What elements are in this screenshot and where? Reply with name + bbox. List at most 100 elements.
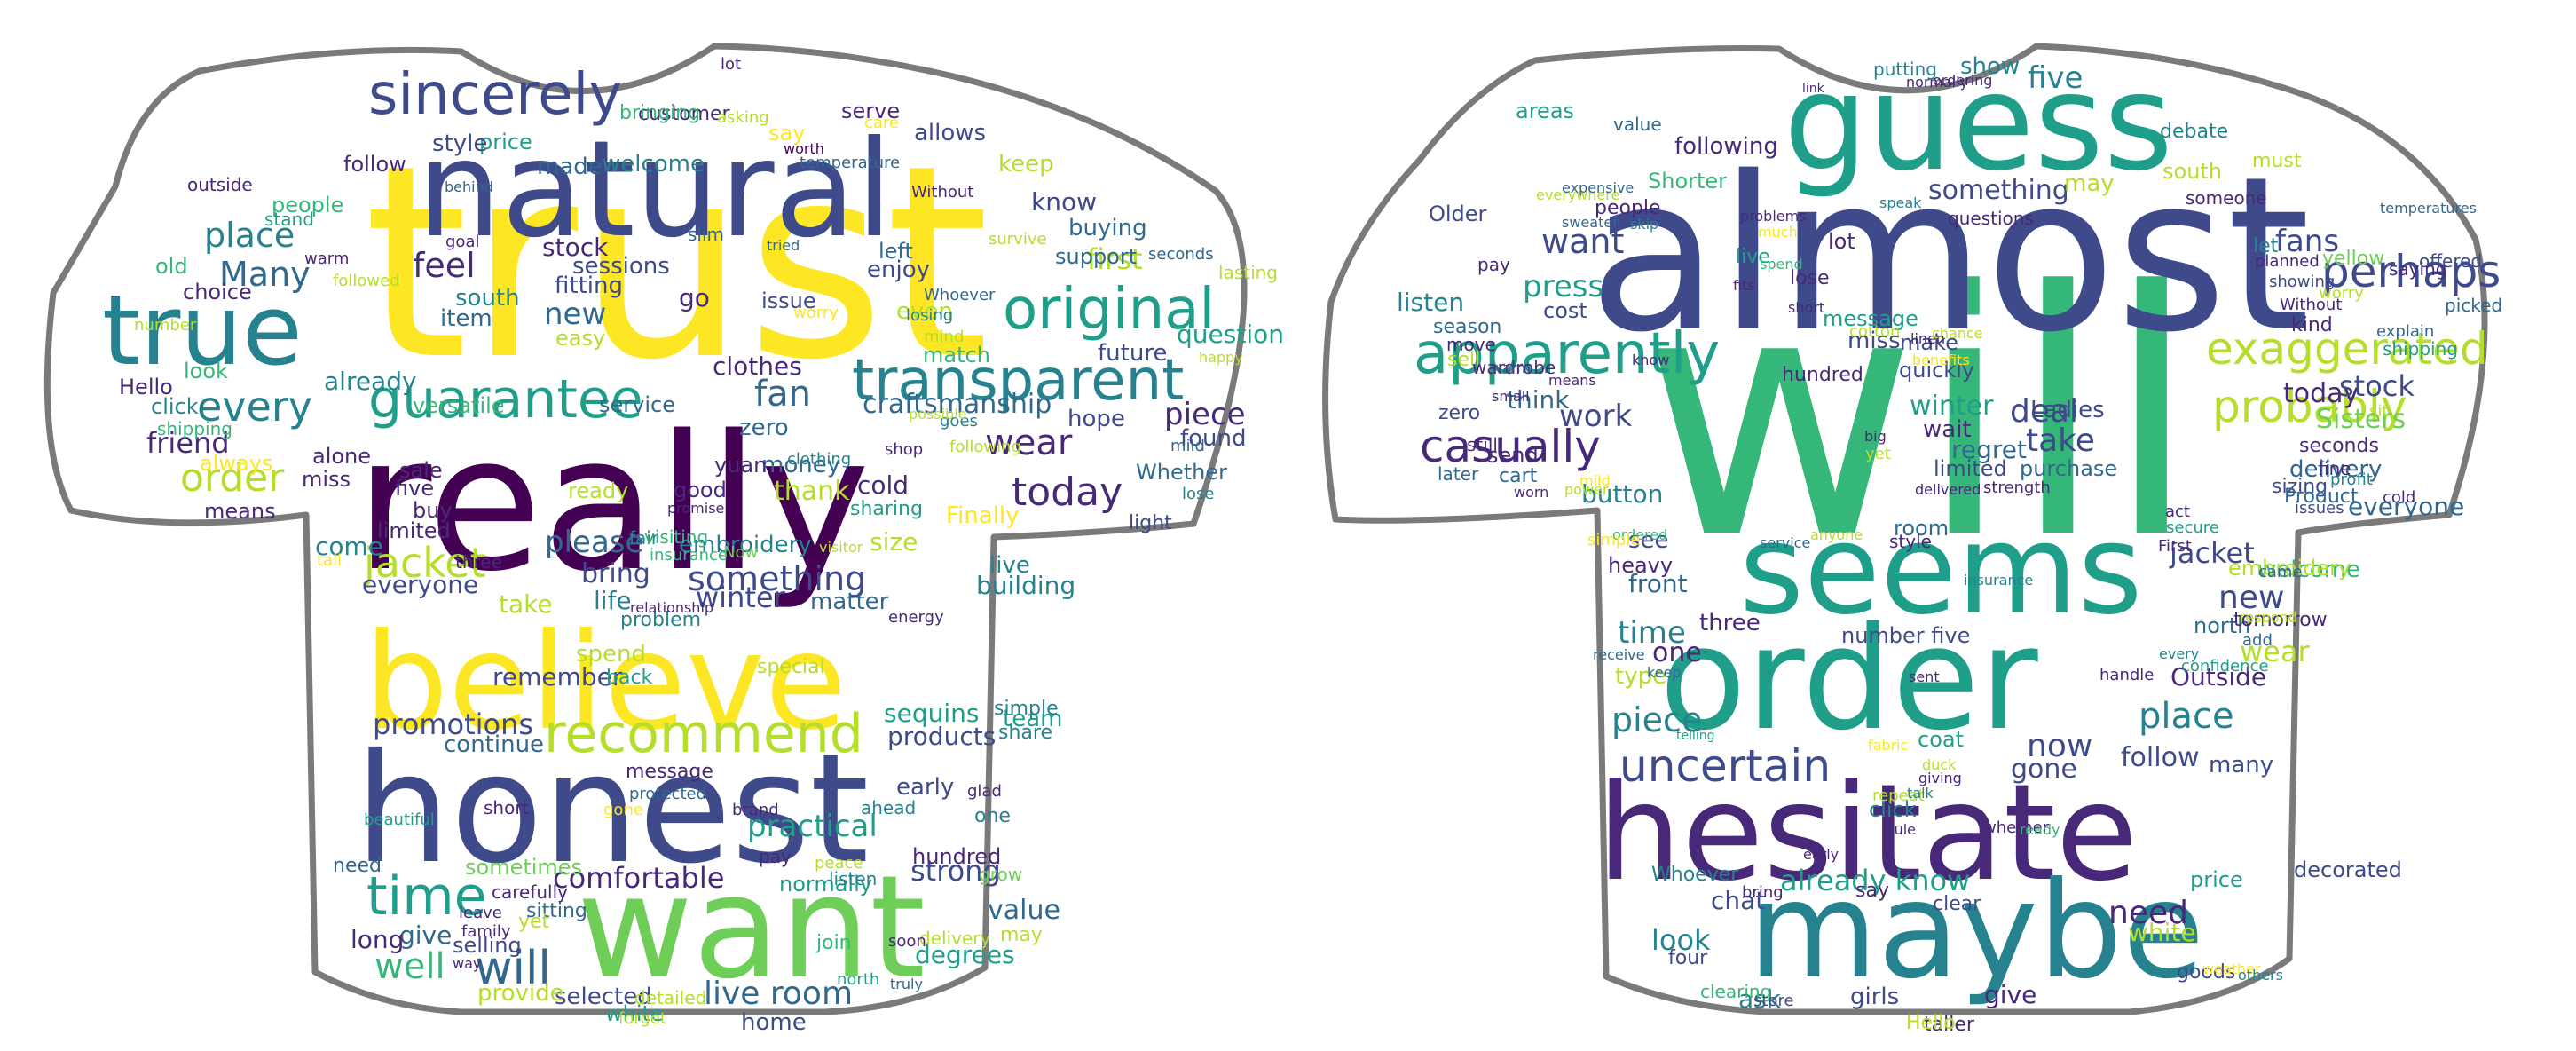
right-word-areas: areas	[1516, 99, 1574, 123]
right-word-putting: putting	[1873, 59, 1937, 80]
left-word-sitting: sitting	[526, 900, 587, 922]
right-word-sizing: sizing	[2272, 476, 2328, 498]
right-word-decorated: decorated	[2294, 857, 2402, 882]
left-word-provide: provide	[477, 980, 564, 1007]
right-word-four: four	[1668, 947, 1708, 969]
left-word-bringing: bringing	[619, 102, 700, 124]
right-word-ordering: ordering	[1933, 72, 1992, 89]
left-word-place: place	[204, 216, 295, 255]
right-word-ladies: Ladies	[2030, 397, 2105, 423]
right-word-everywhere: everywhere	[1536, 186, 1619, 203]
right-word-north: north	[2194, 613, 2250, 638]
right-word-uncertain: uncertain	[1619, 740, 1831, 792]
right-word-goods: goods	[2177, 961, 2235, 984]
left-word-piece: piece	[1164, 397, 1246, 432]
right-word-came: came	[2258, 563, 2303, 581]
left-word-selling: selling	[453, 933, 522, 958]
right-word-deal: deal	[2010, 393, 2078, 430]
left-word-know: know	[1031, 187, 1097, 217]
left-word-today: today	[1012, 470, 1123, 515]
left-word-made: made	[537, 154, 603, 180]
right-word-keep: keep	[1647, 664, 1682, 681]
right-word-rule: rule	[1888, 821, 1916, 838]
left-word-even: even	[896, 298, 953, 325]
right-word-fabric: fabric	[1868, 737, 1908, 754]
right-word-warm: warm	[1491, 360, 1531, 376]
right-word-without: Without	[2280, 296, 2342, 314]
right-word-everyone: everyone	[2348, 492, 2464, 521]
left-word-losing: losing	[906, 306, 953, 325]
right-word-cart: cart	[1499, 465, 1538, 487]
right-word-now: now	[2027, 728, 2092, 764]
right-word-delivered: delivered	[1915, 481, 1981, 498]
left-word-beautiful: beautiful	[364, 810, 435, 829]
left-word-finally: Finally	[946, 502, 1020, 529]
right-word-something: something	[1928, 175, 2069, 206]
right-word-saying: saying	[2389, 258, 2446, 280]
right-word-want: want	[1541, 222, 1624, 261]
right-word-must: must	[2252, 150, 2302, 172]
right-word-follow: follow	[2121, 742, 2199, 773]
right-word-sit: sit	[2369, 402, 2388, 421]
left-word-welcome: welcome	[602, 151, 705, 178]
right-word-cotton: cotton	[1849, 322, 1900, 341]
right-word-may: may	[2064, 170, 2115, 197]
left-word-trust: trust	[364, 108, 989, 418]
right-word-look: look	[1651, 923, 1711, 957]
left-word-embroidery: embroidery	[679, 532, 812, 558]
left-word-sessions: sessions	[572, 253, 670, 280]
left-word-wear: wear	[985, 423, 1073, 463]
left-word-relationship: relationship	[630, 599, 713, 616]
left-word-shipping: shipping	[157, 418, 232, 439]
left-word-remember: remember	[492, 662, 623, 691]
left-word-outside: outside	[187, 174, 253, 195]
left-word-left: left	[878, 239, 913, 264]
left-word-everyone: everyone	[362, 570, 478, 599]
right-word-whoever: Whoever	[1651, 864, 1739, 886]
left-word-yet: yet	[518, 911, 550, 933]
left-word-white: white	[605, 1001, 664, 1026]
right-word-repeat: repeat	[1872, 786, 1925, 805]
right-word-ready: ready	[2020, 821, 2060, 838]
left-word-seconds: seconds	[1148, 245, 1214, 264]
right-word-profit: profit	[2330, 470, 2373, 489]
left-word-money: money	[761, 452, 840, 478]
right-word-sent: sent	[1909, 668, 1940, 685]
right-word-worn: worn	[1514, 484, 1548, 501]
right-word-send: send	[1487, 443, 1539, 468]
left-word-mind: mind	[924, 328, 964, 346]
left-word-ahead: ahead	[861, 797, 916, 818]
left-word-special: special	[757, 656, 825, 678]
left-word-energy: energy	[888, 608, 944, 627]
right-word-place: place	[2139, 696, 2234, 737]
left-word-will: will	[475, 942, 551, 995]
left-word-live-room: live room	[704, 976, 853, 1012]
left-word-found: found	[1180, 425, 1247, 452]
right-word-type: type	[1615, 663, 1666, 690]
right-word-clear: clear	[1933, 893, 1981, 915]
right-word-bring: bring	[1742, 883, 1784, 902]
right-word-button: button	[1581, 479, 1663, 509]
right-word-others: others	[2238, 967, 2283, 984]
left-word-take: take	[499, 589, 553, 619]
right-word-problems: problems	[1740, 208, 1807, 225]
left-word-lose: lose	[1182, 485, 1214, 503]
right-word-insurance: insurance	[1964, 572, 2033, 589]
left-word-message: message	[626, 761, 713, 783]
left-word-glad: glad	[967, 782, 1002, 801]
left-word-guarantee: guarantee	[368, 368, 643, 431]
right-word-store: store	[1753, 992, 1794, 1010]
right-word-yet: yet	[1865, 445, 1891, 463]
left-word-normally: normally	[779, 872, 872, 897]
left-word-really: really	[355, 395, 870, 612]
right-word-expensive: expensive	[1562, 179, 1634, 196]
right-word-pay: pay	[1477, 254, 1510, 275]
right-word-yellow: yellow	[2322, 248, 2384, 270]
right-word-style: style	[1889, 531, 1932, 552]
right-word-shipping: shipping	[2383, 338, 2458, 360]
left-word-time: time	[366, 865, 487, 928]
right-word-questions: questions	[1948, 208, 2034, 229]
left-word-believe: believe	[364, 605, 847, 760]
